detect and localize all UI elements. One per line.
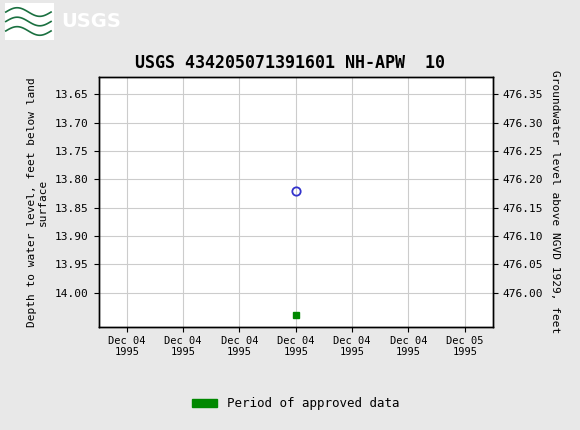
Y-axis label: Depth to water level, feet below land
surface: Depth to water level, feet below land su… bbox=[27, 77, 48, 327]
Y-axis label: Groundwater level above NGVD 1929, feet: Groundwater level above NGVD 1929, feet bbox=[550, 71, 560, 334]
FancyBboxPatch shape bbox=[5, 3, 54, 40]
Legend: Period of approved data: Period of approved data bbox=[187, 392, 405, 415]
Text: USGS 434205071391601 NH-APW  10: USGS 434205071391601 NH-APW 10 bbox=[135, 54, 445, 72]
Text: USGS: USGS bbox=[61, 12, 121, 31]
